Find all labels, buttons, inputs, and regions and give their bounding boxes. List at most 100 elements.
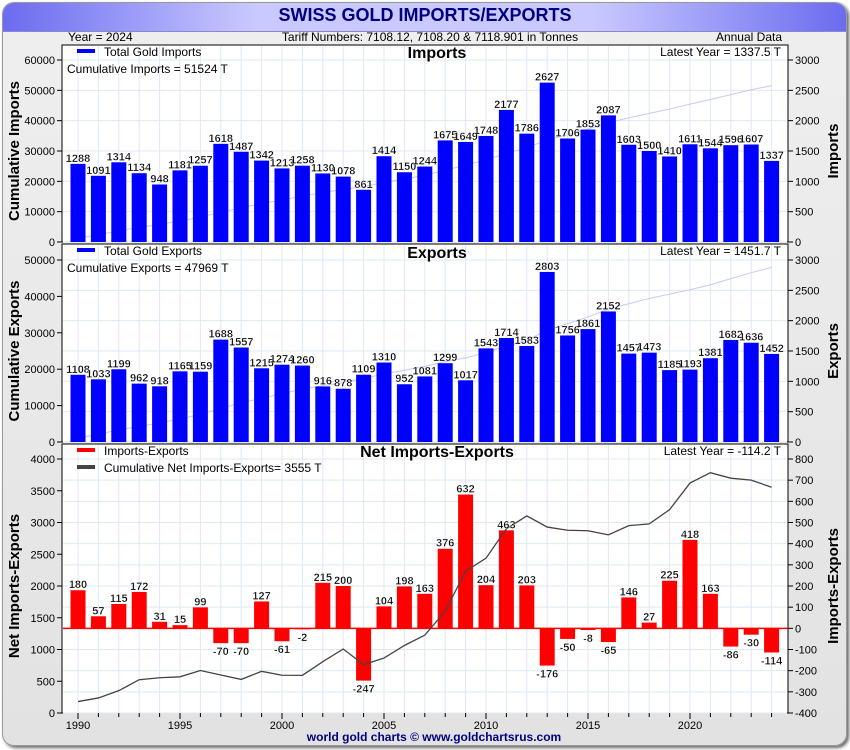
y-tick-label-right: 2000 xyxy=(795,116,819,128)
data-label: 1165 xyxy=(168,360,192,372)
data-label: 1337 xyxy=(759,150,783,162)
data-label: 1618 xyxy=(209,133,233,145)
data-label: 1257 xyxy=(188,155,212,167)
data-label: 948 xyxy=(150,173,168,185)
y-tick-label-right: 300 xyxy=(795,560,813,572)
data-label: 163 xyxy=(701,583,719,595)
bar xyxy=(662,580,678,629)
bar xyxy=(621,597,637,629)
net-panel: 05001000150020002500300035004000-400-300… xyxy=(6,443,842,732)
y-tick-label-left: 0 xyxy=(49,708,55,720)
data-label: 1756 xyxy=(555,324,579,336)
data-label: -50 xyxy=(560,642,576,654)
y-tick-label-right: 200 xyxy=(795,581,813,593)
bar xyxy=(417,593,433,629)
y-axis-title-right: Exports xyxy=(825,323,842,379)
y-tick-label-right: -100 xyxy=(795,645,817,657)
bar xyxy=(498,338,514,442)
bar xyxy=(682,144,698,242)
data-label: 1607 xyxy=(739,134,763,146)
data-label: 1150 xyxy=(392,161,416,173)
bar xyxy=(111,369,127,442)
bar xyxy=(417,166,433,242)
data-label: 861 xyxy=(354,179,372,191)
data-label: 2627 xyxy=(535,72,559,84)
bar xyxy=(254,368,270,442)
data-label: 632 xyxy=(456,484,474,496)
bar xyxy=(478,135,494,242)
bar xyxy=(335,586,351,629)
data-label: -70 xyxy=(233,646,249,658)
data-label: 1134 xyxy=(127,162,152,174)
y-tick-label-left: 60000 xyxy=(24,55,55,67)
y-tick-label-right: 500 xyxy=(795,207,813,219)
y-tick-label-left: 50000 xyxy=(24,85,55,97)
data-label: -247 xyxy=(353,684,375,696)
data-label: 1714 xyxy=(494,327,519,339)
data-label: 1381 xyxy=(698,347,722,359)
bar xyxy=(396,172,412,242)
y-tick-label-right: 500 xyxy=(795,518,813,530)
bar xyxy=(274,628,290,642)
y-tick-label-right: 2500 xyxy=(795,285,819,297)
bar xyxy=(539,628,555,666)
bar xyxy=(376,362,392,442)
y-tick-label-left: 1000 xyxy=(31,645,55,657)
data-label: 146 xyxy=(620,586,638,598)
y-tick-label-right: 1000 xyxy=(795,176,819,188)
legend-label: Total Gold Exports xyxy=(104,244,202,258)
bar xyxy=(356,628,372,681)
bar xyxy=(600,628,616,643)
bar xyxy=(335,388,351,442)
x-tick-label: 2005 xyxy=(372,720,396,732)
data-label: 1244 xyxy=(413,156,438,168)
data-label: 916 xyxy=(314,375,332,387)
bar xyxy=(335,176,351,242)
bar xyxy=(682,369,698,442)
y-axis-title-right: Imports-Exports xyxy=(825,528,842,644)
data-label: 418 xyxy=(681,529,699,541)
bar xyxy=(396,586,412,629)
bar xyxy=(702,593,718,629)
y-tick-label-right: 700 xyxy=(795,475,813,487)
bar xyxy=(233,347,249,442)
y-tick-label-left: 20000 xyxy=(24,364,55,376)
bar xyxy=(458,141,474,242)
bar xyxy=(641,352,657,442)
bar xyxy=(498,109,514,242)
bar xyxy=(743,144,759,242)
data-label: 1274 xyxy=(270,354,295,366)
data-label: 962 xyxy=(130,373,148,385)
data-label: 27 xyxy=(643,612,655,624)
data-label: 1611 xyxy=(678,133,702,145)
x-tick-label: 2010 xyxy=(474,720,498,732)
bar xyxy=(539,82,555,243)
bar xyxy=(274,364,290,442)
latest-year-label: Latest Year = -114.2 T xyxy=(664,444,782,458)
y-axis-title-right: Imports xyxy=(825,123,842,178)
y-tick-label-left: 4000 xyxy=(31,454,55,466)
data-label: 1109 xyxy=(352,364,376,376)
title-bar xyxy=(3,3,846,32)
imports-panel: 0 10000 20000 30000 40000 50000 60000 0 500 1000 1… xyxy=(6,44,842,249)
tariff-label: Tariff Numbers: 7108.12, 7108.20 & 7118.… xyxy=(282,30,578,44)
bar xyxy=(702,358,718,442)
y-tick-label-left: 1500 xyxy=(31,613,55,625)
data-label: 1181 xyxy=(168,159,192,171)
bar xyxy=(70,590,86,629)
bar xyxy=(172,170,188,242)
data-label: 1314 xyxy=(107,151,132,163)
data-label: -2 xyxy=(298,632,308,644)
bar xyxy=(254,160,270,242)
data-label: 1682 xyxy=(719,329,743,341)
bar xyxy=(274,168,290,242)
bar xyxy=(641,622,657,629)
bar xyxy=(233,151,249,242)
bar xyxy=(213,339,229,442)
panel-title: Imports xyxy=(408,45,467,62)
y-tick-label-left: 30000 xyxy=(24,146,55,158)
data-label: 376 xyxy=(436,538,454,550)
bar xyxy=(560,628,576,639)
bar xyxy=(458,494,474,629)
